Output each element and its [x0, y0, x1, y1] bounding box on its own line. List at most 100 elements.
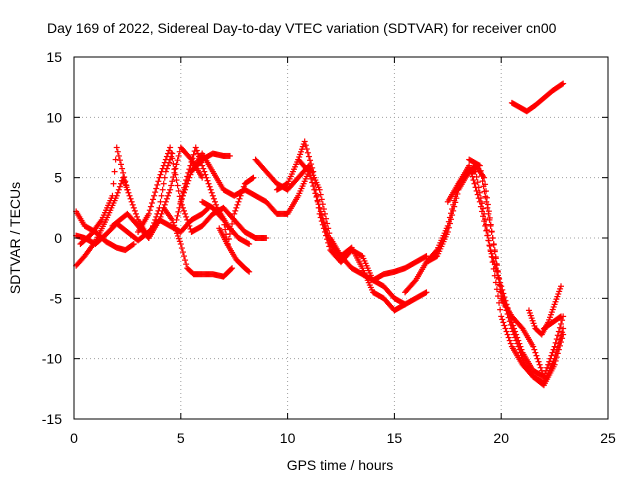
data-point	[182, 257, 189, 264]
data-point	[555, 328, 562, 335]
data-point	[544, 364, 551, 371]
data-point	[159, 165, 166, 172]
series-sat-o	[295, 156, 409, 314]
data-point	[125, 189, 132, 196]
data-point	[159, 186, 166, 193]
data-point	[483, 221, 490, 228]
data-point	[556, 324, 563, 331]
data-point	[115, 152, 122, 159]
data-point	[164, 192, 171, 199]
data-point	[174, 157, 181, 164]
data-point	[496, 299, 503, 306]
data-point	[501, 322, 508, 329]
data-point	[230, 215, 237, 222]
data-point	[500, 290, 507, 297]
data-point	[473, 187, 480, 194]
data-point	[318, 196, 325, 203]
data-point	[546, 358, 553, 365]
data-point	[163, 153, 170, 160]
data-point	[508, 319, 515, 326]
data-point	[236, 195, 243, 202]
data-point	[156, 174, 163, 181]
data-point	[321, 210, 328, 217]
data-point	[184, 180, 191, 187]
data-point	[505, 334, 512, 341]
data-point	[151, 219, 158, 226]
data-point	[154, 210, 161, 217]
data-point	[504, 331, 511, 338]
data-point	[422, 289, 429, 296]
series-sat-s	[466, 156, 547, 380]
data-point	[481, 218, 488, 225]
data-point	[502, 325, 509, 332]
data-point	[311, 186, 318, 193]
data-point	[537, 364, 544, 371]
data-point	[134, 213, 141, 220]
data-point	[117, 161, 124, 168]
data-point	[162, 198, 169, 205]
data-point	[250, 174, 257, 181]
data-point	[503, 328, 510, 335]
data-point	[151, 192, 158, 199]
data-point	[518, 346, 525, 353]
data-point	[480, 213, 487, 220]
data-point	[120, 169, 127, 176]
data-point	[122, 178, 129, 185]
x-tick-label: 25	[600, 430, 616, 446]
data-point	[130, 241, 137, 248]
data-point	[246, 268, 253, 275]
y-tick-label: 15	[46, 49, 62, 65]
data-point	[535, 358, 542, 365]
series-sat-f	[135, 144, 270, 241]
data-point	[493, 268, 500, 275]
data-point	[445, 218, 452, 225]
data-point	[112, 156, 119, 163]
data-point	[185, 177, 192, 184]
data-point	[475, 161, 482, 168]
data-point	[307, 172, 314, 179]
data-point	[171, 166, 178, 173]
data-point	[132, 210, 139, 217]
data-point	[315, 201, 322, 208]
data-point	[109, 192, 116, 199]
data-point	[313, 193, 320, 200]
x-tick-label: 0	[70, 430, 78, 446]
data-point	[486, 216, 493, 223]
data-point	[556, 336, 563, 343]
chart-title: Day 169 of 2022, Sidereal Day-to-day VTE…	[47, 20, 557, 36]
y-tick-label: 0	[54, 230, 62, 246]
data-point	[152, 216, 159, 223]
data-point	[182, 210, 189, 217]
data-point	[318, 212, 325, 219]
data-point	[309, 179, 316, 186]
data-point	[320, 206, 327, 213]
data-point	[175, 152, 182, 159]
data-point	[190, 151, 197, 158]
data-point	[185, 219, 192, 226]
data-point	[474, 191, 481, 198]
data-point	[305, 168, 312, 175]
data-point	[560, 80, 567, 87]
data-point	[229, 265, 236, 272]
series-sat-v	[508, 80, 567, 115]
data-point	[302, 142, 309, 149]
data-point	[484, 204, 491, 211]
data-point	[557, 314, 564, 321]
series-sat-e	[109, 150, 176, 241]
x-axis-label: GPS time / hours	[287, 457, 394, 473]
data-point	[187, 171, 194, 178]
data-point	[491, 247, 498, 254]
data-point	[160, 162, 167, 169]
data-point	[401, 301, 408, 308]
data-point	[446, 214, 453, 221]
data-point	[219, 215, 226, 222]
data-point	[178, 245, 185, 252]
data-point	[311, 174, 318, 181]
data-point	[540, 373, 547, 380]
data-point	[245, 240, 252, 247]
data-point	[130, 204, 137, 211]
data-point	[199, 162, 206, 169]
data-point	[320, 219, 327, 226]
data-point	[237, 192, 244, 199]
